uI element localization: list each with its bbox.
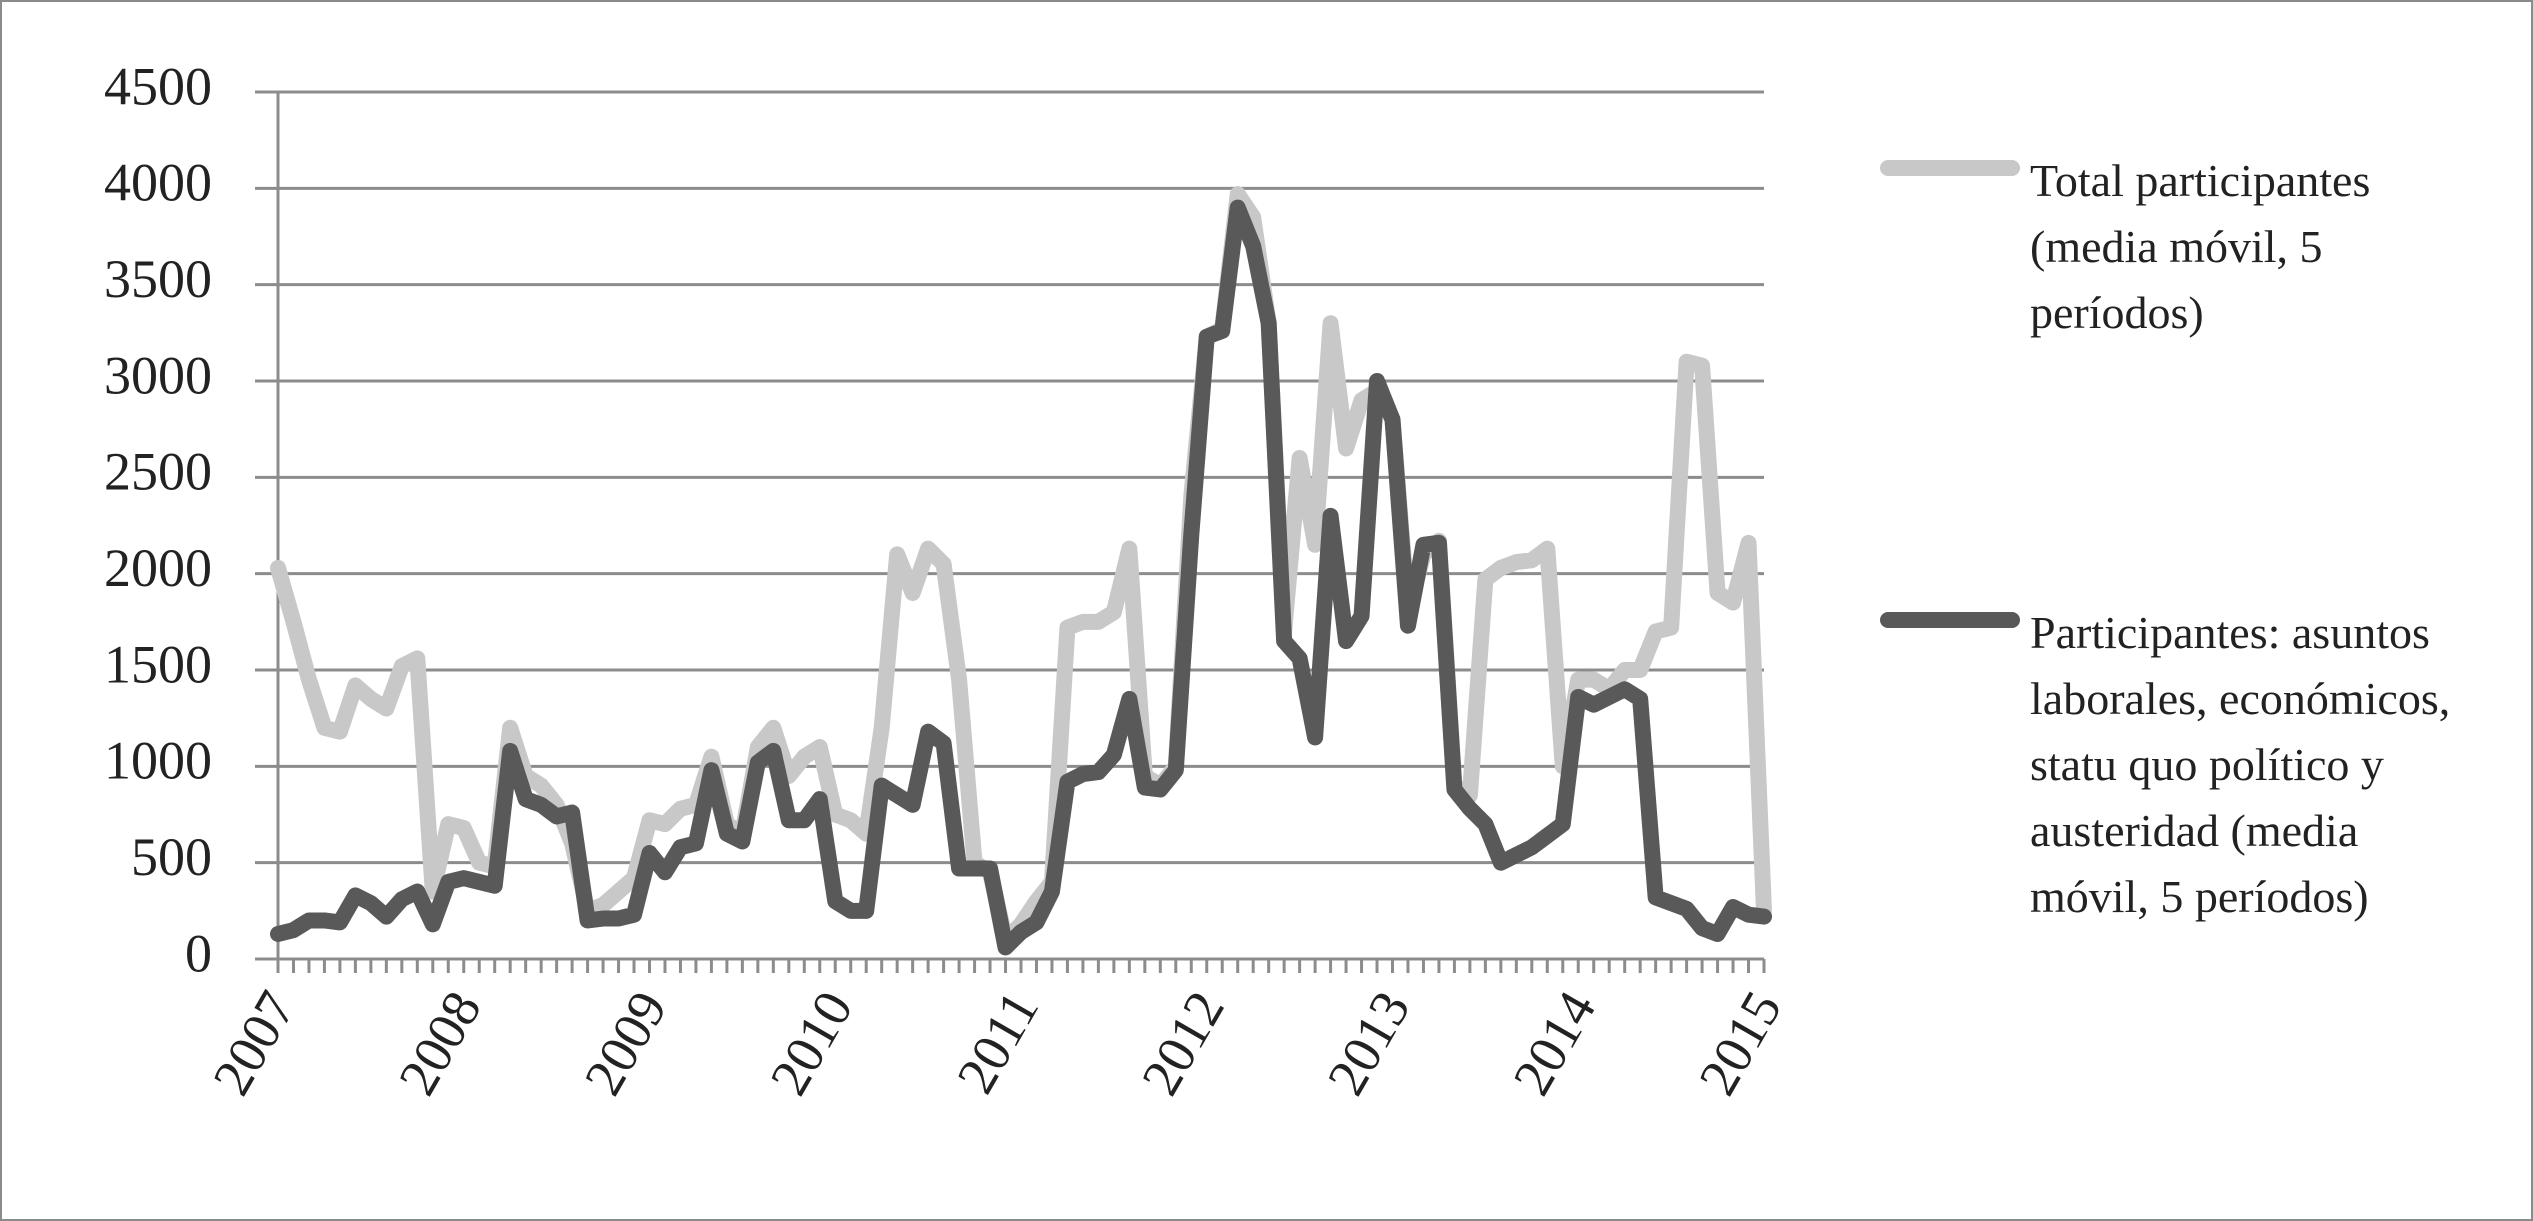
x-tick-label: 2014 <box>1501 981 1607 1105</box>
y-tick-label: 0 <box>185 923 212 983</box>
y-tick-label: 4500 <box>104 56 212 116</box>
x-tick-label: 2007 <box>201 981 307 1105</box>
x-tick-label: 2011 <box>945 981 1050 1103</box>
y-tick-label: 3500 <box>104 249 212 309</box>
x-tick-label: 2015 <box>1687 981 1793 1105</box>
legend-swatch <box>1880 612 2020 628</box>
legend-swatch <box>1880 160 2020 176</box>
x-tick-label: 2008 <box>387 981 493 1105</box>
x-tick-label: 2009 <box>573 981 679 1105</box>
x-tick-label: 2013 <box>1316 981 1422 1105</box>
legend-label: Participantes: asuntos laborales, económ… <box>2030 607 2451 922</box>
legend-item: Participantes: asuntos laborales, económ… <box>1880 600 2520 922</box>
legend-item: Total participantes (media móvil, 5 perí… <box>1880 148 2520 338</box>
y-tick-label: 4000 <box>104 153 212 213</box>
y-tick-label: 1000 <box>104 731 212 791</box>
y-tick-label: 2500 <box>104 442 212 502</box>
y-tick-label: 500 <box>131 827 212 887</box>
y-tick-label: 3000 <box>104 345 212 405</box>
y-tick-label: 2000 <box>104 538 212 598</box>
legend-label: Total participantes (media móvil, 5 perí… <box>2030 155 2371 338</box>
x-tick-label: 2012 <box>1130 981 1236 1105</box>
y-tick-label: 1500 <box>104 634 212 694</box>
series-line <box>270 199 1772 956</box>
x-tick-label: 2010 <box>758 981 864 1105</box>
